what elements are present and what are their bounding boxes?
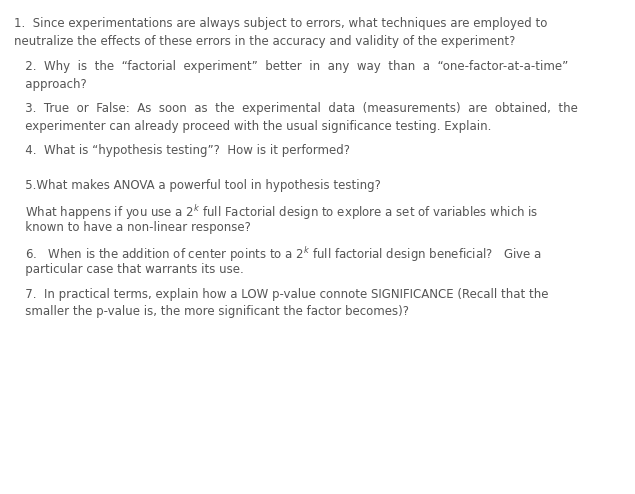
Text: particular case that warrants its use.: particular case that warrants its use. <box>14 263 244 276</box>
Text: 2.  Why  is  the  “factorial  experiment”  better  in  any  way  than  a  “one-f: 2. Why is the “factorial experiment” bet… <box>14 60 568 73</box>
Text: 5.What makes ANOVA a powerful tool in hypothesis testing?: 5.What makes ANOVA a powerful tool in hy… <box>14 179 381 192</box>
Text: 4.  What is “hypothesis testing”?  How is it performed?: 4. What is “hypothesis testing”? How is … <box>14 144 350 157</box>
Text: 1.  Since experimentations are always subject to errors, what techniques are emp: 1. Since experimentations are always sub… <box>14 17 547 30</box>
Text: neutralize the effects of these errors in the accuracy and validity of the exper: neutralize the effects of these errors i… <box>14 35 516 47</box>
Text: 6.   When is the addition of center points to a 2$^{k}$ full factorial design be: 6. When is the addition of center points… <box>14 246 542 264</box>
Text: smaller the p-value is, the more significant the factor becomes)?: smaller the p-value is, the more signifi… <box>14 305 409 318</box>
Text: What happens if you use a 2$^{k}$ full Factorial design to explore a set of vari: What happens if you use a 2$^{k}$ full F… <box>14 204 538 222</box>
Text: 7.  In practical terms, explain how a LOW p-value connote SIGNIFICANCE (Recall t: 7. In practical terms, explain how a LOW… <box>14 288 549 300</box>
Text: approach?: approach? <box>14 78 87 90</box>
Text: experimenter can already proceed with the usual significance testing. Explain.: experimenter can already proceed with th… <box>14 120 491 132</box>
Text: 3.  True  or  False:  As  soon  as  the  experimental  data  (measurements)  are: 3. True or False: As soon as the experim… <box>14 102 578 115</box>
Text: known to have a non-linear response?: known to have a non-linear response? <box>14 221 251 234</box>
